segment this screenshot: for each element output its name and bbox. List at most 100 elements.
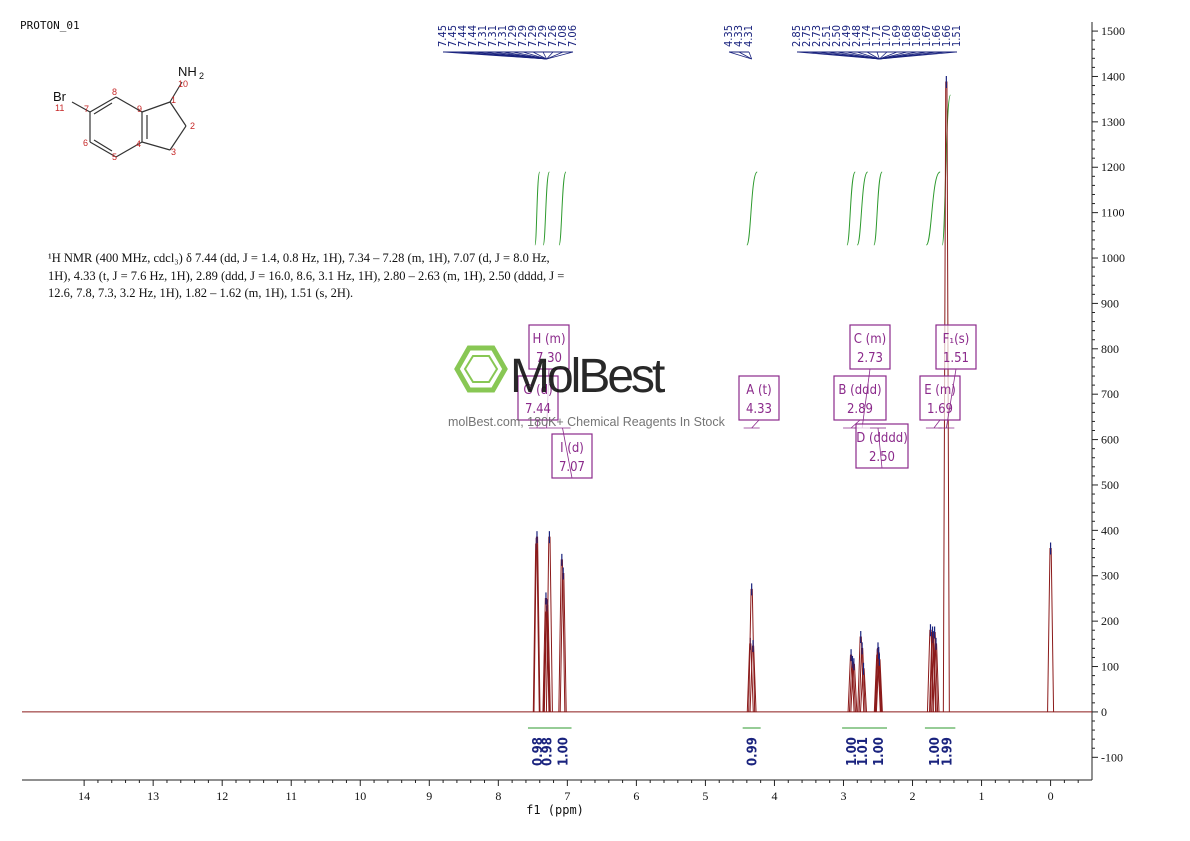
nmr-description: ¹H NMR (400 MHz, cdcl₃) δ 7.44 (dd, J = …: [48, 250, 608, 303]
description-line-3: 12.6, 7.8, 7.3, 3.2 Hz, 1H), 1.82 – 1.62…: [48, 286, 354, 300]
integral-value: 1.00: [845, 737, 860, 766]
peak-label: 1.67: [920, 25, 933, 47]
x-tick-label: 7: [564, 789, 570, 803]
bond: [169, 125, 187, 151]
x-tick-label: 8: [495, 789, 501, 803]
y-tick-label: -100: [1101, 750, 1123, 764]
y-tick-label: 600: [1101, 433, 1119, 447]
multiplet-shift: 7.07: [559, 460, 585, 475]
atom-number: 7: [84, 104, 89, 114]
peak-label: 4.35: [722, 25, 735, 47]
peak-leader: [546, 51, 564, 60]
multiplet-leader: [877, 427, 883, 469]
peak-label: 7.44: [456, 25, 469, 47]
atom-number: 3: [171, 147, 176, 157]
multiplet-letter: A (t): [746, 383, 771, 398]
integral-value: 1.99: [940, 737, 955, 766]
atom-number: 6: [83, 138, 88, 148]
peak-label: 7.31: [486, 25, 499, 47]
x-tick-label: 5: [702, 789, 708, 803]
integral-curve-0: [534, 171, 541, 246]
multiplet-letter: C (m): [854, 332, 886, 347]
peak-label: 7.31: [476, 25, 489, 47]
molecule-labels: Br NH 2 10 11 1 2 3 4 5 6 7 8 9: [53, 64, 204, 162]
peak-label: 2.49: [840, 25, 853, 47]
peak-label: 2.75: [800, 25, 813, 47]
y-tick-label: 400: [1101, 523, 1119, 537]
peak-leader: [728, 51, 752, 60]
multiplet-leader: [562, 427, 573, 479]
multiplet-box: [849, 324, 891, 370]
watermark-brand: MolBest: [510, 350, 665, 403]
peak-leader: [879, 51, 888, 60]
x-tick-label: 2: [910, 789, 916, 803]
y-tick-label: 300: [1101, 569, 1119, 583]
bond: [93, 102, 113, 115]
y-tick-label: 100: [1101, 660, 1119, 674]
multiplet-shift: 2.50: [869, 450, 895, 465]
peak-leader: [546, 51, 574, 60]
spectrum-trace: [22, 76, 1092, 713]
x-tick-label: 6: [633, 789, 639, 803]
peak-leader: [532, 51, 547, 60]
integral-curve-2: [558, 171, 567, 246]
peak-label: 2.73: [810, 25, 823, 47]
y-tick-label: 1300: [1101, 115, 1125, 129]
peak-label: 1.51: [950, 25, 963, 47]
multiplet-letter: F₁(s): [943, 332, 970, 347]
multiplet-box: [935, 324, 977, 370]
atom-number: 4: [136, 139, 141, 149]
integral-curve-4: [846, 171, 856, 246]
axes: 14 13 12 11 10 9 8 7 6 5 4 3 2 1 0f1 (ppm)150014001300…: [22, 22, 1125, 817]
x-axis-title: f1 (ppm): [526, 803, 584, 817]
y-tick-label: 0: [1101, 705, 1107, 719]
bond: [115, 96, 143, 113]
atom-number: 11: [55, 103, 64, 113]
peak-label: 1.68: [900, 25, 913, 47]
spectrum-peak-27: [1047, 548, 1055, 712]
peak-label: 1.74: [860, 25, 873, 47]
peak-label: 2.85: [790, 25, 803, 47]
peak-label: 4.33: [732, 25, 745, 47]
atom-label-br: Br: [53, 89, 67, 104]
bond: [169, 81, 183, 103]
bond: [115, 141, 143, 158]
integral-value: 1.00: [872, 737, 887, 766]
peak-label: 2.51: [820, 25, 833, 47]
multiplet-shift: 1.51: [943, 351, 969, 366]
integral-curve-8: [941, 94, 951, 246]
multiplet-leader: [933, 419, 941, 429]
multiplet-letter: I (d): [560, 441, 584, 456]
y-tick-label: 1100: [1101, 206, 1125, 220]
bond: [89, 141, 117, 158]
x-tick-label: 3: [840, 789, 846, 803]
peak-label: 7.29: [516, 25, 529, 47]
multiplet-shift: 2.73: [857, 351, 883, 366]
x-tick-label: 4: [771, 789, 777, 803]
atom-number: 10: [178, 79, 188, 89]
multiplet-shift: 7.44: [525, 402, 551, 417]
x-tick-label: 12: [216, 789, 228, 803]
multiplet-letter: H (m): [532, 332, 565, 347]
peak-leader: [738, 51, 752, 60]
multiplet-box: [517, 375, 559, 421]
integral-value: 0.99: [746, 737, 761, 766]
integral-value: 1.00: [928, 737, 943, 766]
peak-label: 7.29: [506, 25, 519, 47]
bond: [89, 96, 117, 113]
peak-label: 7.44: [466, 25, 479, 47]
x-tick-label: 0: [1048, 789, 1054, 803]
peak-label: 2.50: [830, 25, 843, 47]
peak-label: 1.70: [880, 25, 893, 47]
multiplet-box: [528, 324, 570, 370]
peak-leader: [546, 51, 554, 60]
y-tick-label: 200: [1101, 614, 1119, 628]
integral-curve-3: [746, 171, 758, 246]
x-tick-label: 14: [78, 789, 90, 803]
atom-number: 9: [137, 104, 142, 114]
bond: [169, 101, 187, 127]
peak-leader: [748, 51, 753, 60]
x-tick-label: 11: [285, 789, 297, 803]
y-tick-label: 1200: [1101, 160, 1125, 174]
